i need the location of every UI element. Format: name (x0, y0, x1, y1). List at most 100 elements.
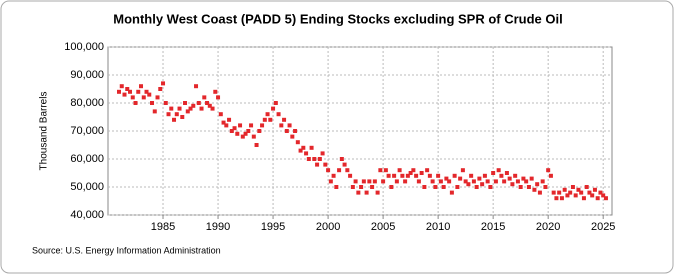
point (584, 185, 589, 189)
point (210, 106, 215, 111)
point (471, 179, 476, 184)
point (529, 176, 534, 181)
point (590, 193, 595, 198)
point (260, 123, 265, 128)
point (188, 106, 193, 111)
point (422, 185, 427, 189)
point (381, 179, 386, 184)
point (482, 173, 487, 178)
point (218, 112, 223, 117)
point (394, 179, 399, 184)
y-tick-label: 50,000 (70, 181, 104, 193)
point (458, 176, 463, 181)
x-tick-label: 2010 (426, 221, 450, 233)
point (152, 109, 157, 114)
point (493, 179, 498, 184)
point (455, 185, 460, 189)
point (309, 145, 314, 150)
point (284, 129, 289, 133)
point (526, 185, 531, 189)
point (158, 87, 163, 91)
point (155, 95, 160, 100)
point (147, 92, 152, 97)
source: Source: U.S. Energy Information Administ… (32, 245, 221, 255)
point (172, 117, 177, 122)
point (328, 179, 333, 184)
point (350, 185, 355, 189)
point (337, 168, 342, 173)
point (191, 103, 196, 108)
point (485, 179, 490, 184)
point (117, 89, 122, 94)
point (207, 103, 212, 108)
x-tick-label: 2025 (591, 221, 615, 233)
point (480, 182, 485, 187)
x-tick-label: 2020 (536, 221, 560, 233)
point (312, 157, 317, 161)
point (331, 173, 336, 178)
y-tick-label: 100,000 (64, 41, 104, 53)
x-tick-label: 2005 (371, 221, 395, 233)
point (592, 187, 597, 192)
point (386, 173, 391, 178)
point (587, 190, 592, 195)
point (546, 168, 551, 173)
point (427, 173, 432, 178)
point (298, 148, 303, 153)
y-tick-label: 90,000 (70, 69, 104, 81)
point (400, 173, 405, 178)
point (411, 168, 416, 173)
point (268, 117, 273, 122)
point (557, 190, 562, 195)
point (169, 106, 174, 111)
point (279, 123, 284, 128)
point (524, 179, 529, 184)
y-tick-label: 60,000 (70, 153, 104, 165)
point (598, 190, 603, 195)
point (216, 95, 221, 100)
point (301, 145, 306, 150)
point (425, 168, 430, 173)
point (460, 168, 465, 173)
point (397, 168, 402, 173)
point (122, 92, 127, 97)
point (326, 168, 331, 173)
point (504, 171, 509, 175)
point (444, 176, 449, 181)
point (161, 81, 166, 86)
frame (0, 0, 674, 274)
point (389, 185, 394, 189)
point (601, 193, 606, 198)
point (370, 185, 375, 189)
y-axis-label: Thousand Barrels (39, 92, 50, 171)
point (254, 143, 259, 147)
y-tick-label: 70,000 (70, 125, 104, 137)
point (185, 109, 190, 114)
point (518, 185, 523, 189)
point (521, 176, 526, 181)
point (205, 101, 210, 105)
point (576, 187, 581, 192)
point (246, 129, 251, 133)
point (315, 162, 320, 167)
point (375, 190, 380, 195)
point (304, 151, 309, 156)
point (287, 123, 292, 128)
point (447, 179, 452, 184)
point (477, 176, 482, 181)
point (265, 112, 270, 117)
point (579, 190, 584, 195)
point (166, 112, 171, 117)
point (238, 123, 243, 128)
point (240, 134, 245, 139)
point (532, 187, 537, 192)
point (408, 171, 413, 175)
point (551, 190, 556, 195)
point (414, 173, 419, 178)
point (562, 187, 567, 192)
point (348, 173, 353, 178)
point (224, 123, 229, 128)
point (317, 157, 322, 161)
point (125, 87, 130, 91)
